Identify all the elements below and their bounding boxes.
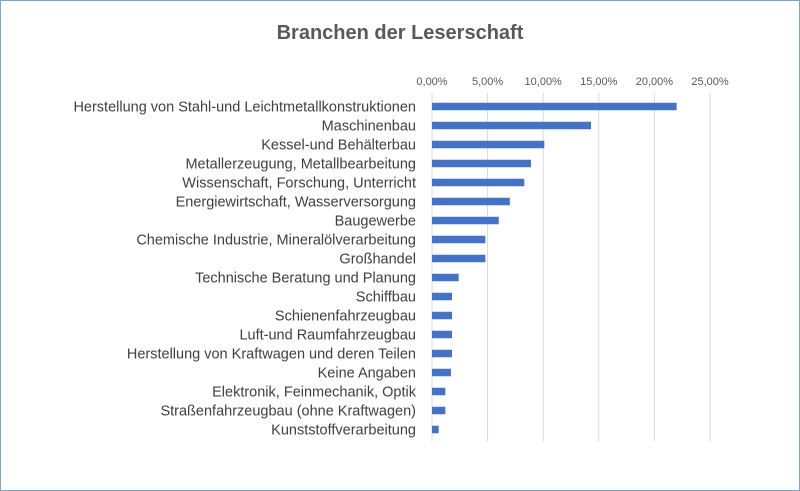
category-label: Baugewerbe: [335, 214, 416, 230]
category-label: Keine Angaben: [318, 366, 416, 382]
bar: [432, 235, 486, 244]
category-label: Chemische Industrie, Mineralölverarbeitu…: [136, 233, 416, 249]
bar: [432, 387, 446, 396]
bar: [432, 121, 592, 130]
bar: [432, 197, 510, 206]
category-label: Kessel-und Behälterbau: [261, 138, 416, 154]
x-tick-label: 20,00%: [636, 76, 674, 88]
bar: [432, 216, 499, 225]
category-label: Technische Beratung und Planung: [195, 271, 416, 287]
x-tick-label: 15,00%: [580, 76, 618, 88]
bar: [432, 406, 446, 415]
x-tick-label: 25,00%: [691, 76, 729, 88]
x-tick-label: 5,00%: [472, 76, 503, 88]
bar: [432, 159, 531, 168]
bar: [432, 254, 486, 263]
category-label: Metallerzeugung, Metallbearbeitung: [185, 157, 416, 173]
category-label: Elektronik, Feinmechanik, Optik: [212, 385, 417, 401]
bar: [432, 330, 453, 339]
bar: [432, 349, 453, 358]
category-label: Maschinenbau: [322, 119, 416, 135]
bar: [432, 273, 459, 282]
category-label: Luft-und Raumfahrzeugbau: [239, 328, 416, 344]
bar: [432, 292, 453, 301]
category-label: Herstellung von Stahl-und Leichtmetallko…: [73, 100, 416, 116]
category-label: Schiffbau: [356, 290, 416, 306]
category-label: Energiewirtschaft, Wasserversorgung: [176, 195, 416, 211]
x-tick-label: 10,00%: [525, 76, 563, 88]
bar: [432, 425, 439, 434]
category-label: Straßenfahrzeugbau (ohne Kraftwagen): [160, 404, 416, 420]
bar: [432, 102, 677, 111]
category-label: Kunststoffverarbeitung: [271, 423, 416, 439]
bar: [432, 311, 453, 320]
x-tick-label: 0,00%: [416, 76, 447, 88]
category-label: Herstellung von Kraftwagen und deren Tei…: [127, 347, 416, 363]
category-label: Wissenschaft, Forschung, Unterricht: [182, 176, 416, 192]
bar: [432, 140, 545, 149]
category-label: Schienenfahrzeugbau: [275, 309, 416, 325]
bar: [432, 178, 525, 187]
category-label: Großhandel: [339, 252, 416, 268]
bar: [432, 368, 451, 377]
chart-title: Branchen der Leserschaft: [276, 22, 524, 44]
